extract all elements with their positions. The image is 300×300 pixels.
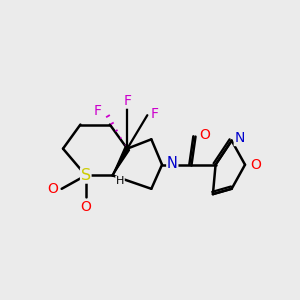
- Text: O: O: [48, 182, 58, 196]
- Text: H: H: [116, 176, 124, 186]
- Polygon shape: [112, 147, 130, 176]
- Text: O: O: [200, 128, 210, 142]
- Text: N: N: [167, 156, 178, 171]
- Text: F: F: [151, 107, 158, 121]
- Text: S: S: [81, 168, 91, 183]
- Text: O: O: [80, 200, 91, 214]
- Text: N: N: [234, 131, 245, 146]
- Text: F: F: [123, 94, 131, 108]
- Text: O: O: [250, 158, 261, 172]
- Text: F: F: [94, 104, 102, 118]
